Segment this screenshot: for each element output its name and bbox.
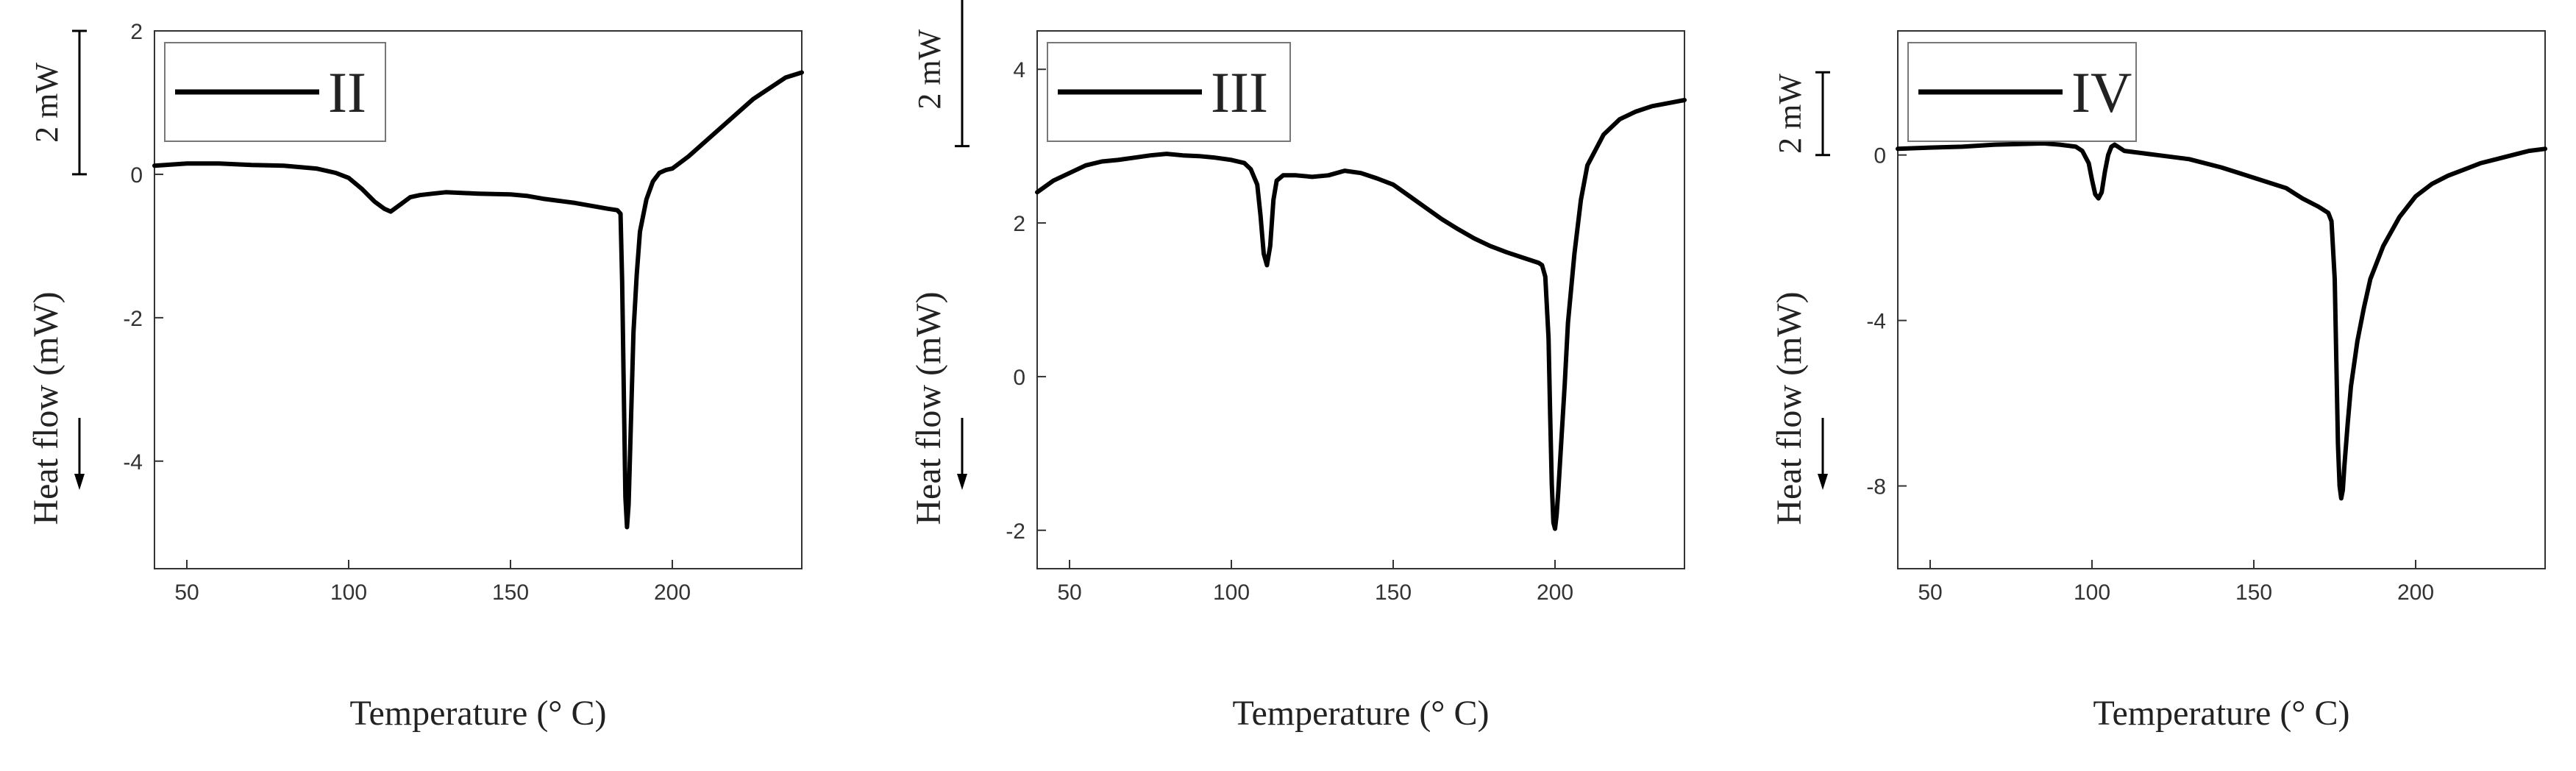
x-tick-label: 150 [492,580,529,605]
x-axis-title: Temperature (° C) [1232,694,1489,733]
x-tick-label: 100 [330,580,367,605]
series-line-ii [152,70,804,530]
x-tick-label: 100 [2074,580,2110,605]
legend-label: III [1211,60,1268,124]
y-tick-label: 0 [1013,366,1025,390]
plot-frame [1036,30,1685,569]
x-tick-label: 150 [1375,580,1412,605]
series-line-iii [1035,98,1687,531]
legend-label: II [328,60,366,124]
chart-panel-ii: 50 100 150 200 2 0 -2 -4 II Temperature (° C) Heat… [26,20,804,733]
x-tick-label: 50 [1918,580,1942,605]
heat-flow-arrow-icon [74,474,85,490]
series-line-iv [1896,141,2547,501]
y-tick-label: 2 [130,20,143,44]
y-tick-label: -2 [1006,519,1025,544]
y-tick-label: 0 [1874,144,1886,168]
chart-panel-iii: 50 100 150 200 4 2 0 -2 III Temperature (° C) Heat… [909,0,1687,733]
y-tick-label: -8 [1866,475,1886,500]
x-tick-label: 150 [2235,580,2272,605]
x-tick-label: 200 [1537,580,1573,605]
y-tick-label: 0 [130,163,143,188]
y-tick-label: -4 [123,450,143,475]
heat-flow-arrow-icon [1818,474,1828,490]
y-tick-label: 2 [1013,212,1025,236]
legend-label: IV [2071,60,2132,124]
y-axis-title: Heat flow (mW) [1770,291,1809,525]
x-tick-label: 50 [1057,580,1081,605]
y-tick-label: -2 [123,307,143,331]
y-tick-label: -4 [1866,310,1886,334]
y-axis-title: Heat flow (mW) [909,291,948,525]
x-tick-label: 200 [654,580,691,605]
heat-flow-arrow-icon [957,474,967,490]
y-axis-title: Heat flow (mW) [26,291,65,525]
chart-panel-iv: 50 100 150 200 0 -4 -8 IV Temperature (° C) Heat … [1770,30,2547,733]
scale-bar-label: 2 mW [1772,74,1808,154]
scale-bar-label: 2 mW [911,29,947,109]
y-tick-label: 4 [1013,58,1025,82]
scale-bar-label: 2 mW [29,63,65,143]
x-axis-title: Temperature (° C) [2093,694,2349,733]
x-axis-title: Temperature (° C) [349,694,606,733]
x-tick-label: 200 [2397,580,2434,605]
x-tick-label: 50 [174,580,199,605]
x-tick-label: 100 [1213,580,1250,605]
plot-frame [1897,30,2546,569]
plot-frame [154,30,803,569]
